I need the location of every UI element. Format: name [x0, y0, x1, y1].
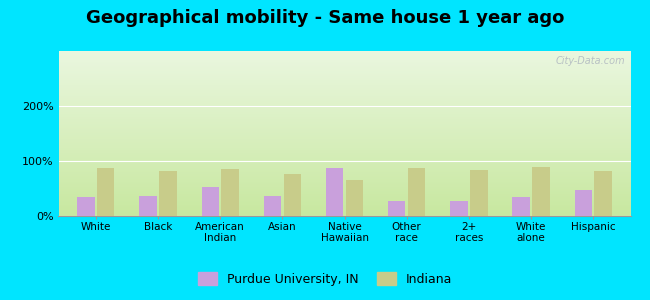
Text: Geographical mobility - Same house 1 year ago: Geographical mobility - Same house 1 yea… — [86, 9, 564, 27]
Bar — [202, 188, 219, 216]
Bar — [470, 170, 488, 216]
Bar — [450, 201, 467, 216]
Bar — [283, 174, 301, 216]
Bar — [532, 167, 550, 216]
Bar — [326, 168, 343, 216]
Bar — [388, 201, 406, 216]
Bar — [77, 197, 94, 216]
Bar — [346, 180, 363, 216]
Bar — [264, 196, 281, 216]
Legend: Purdue University, IN, Indiana: Purdue University, IN, Indiana — [193, 267, 457, 291]
Bar — [97, 168, 114, 216]
Bar — [222, 169, 239, 216]
Bar — [139, 196, 157, 216]
Bar — [575, 190, 592, 216]
Bar — [595, 171, 612, 216]
Bar — [408, 168, 425, 216]
Bar — [159, 171, 177, 216]
Bar — [512, 197, 530, 216]
Text: City-Data.com: City-Data.com — [555, 56, 625, 66]
